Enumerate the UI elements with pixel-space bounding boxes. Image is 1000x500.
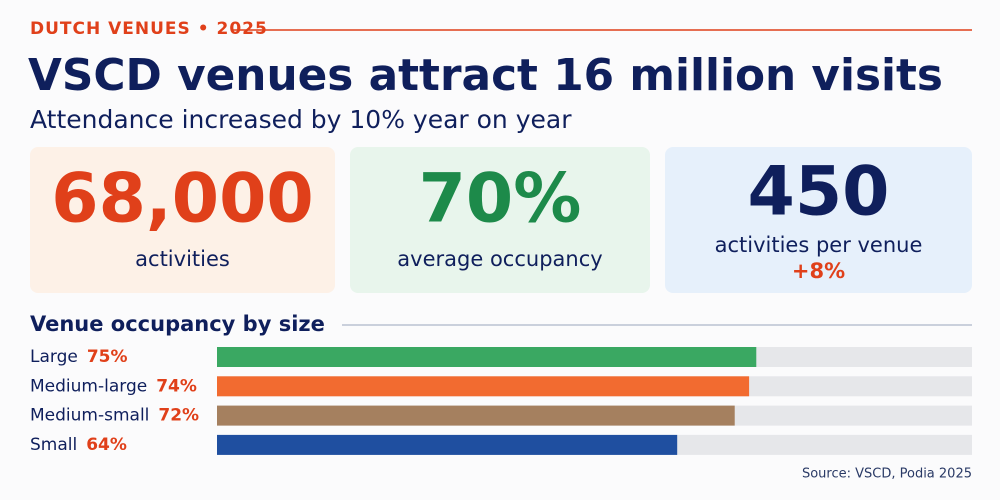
stat-card	[665, 147, 972, 293]
bar-label: Small 64%	[30, 435, 127, 455]
stat-label: activities	[135, 247, 230, 271]
stat-label: activities per venue	[715, 233, 923, 257]
category-label: Small	[30, 435, 77, 455]
stat-value: 68,000	[51, 160, 313, 239]
stat-card	[30, 147, 335, 293]
chart-title: Venue occupancy by size	[30, 312, 325, 336]
category-label: Medium-small	[30, 406, 149, 426]
source: Source: VSCD, Podia 2025	[802, 467, 972, 482]
bar-label: Medium-small 72%	[30, 406, 199, 426]
kicker: DUTCH VENUES • 2025	[30, 19, 268, 39]
bar	[217, 434, 678, 455]
value-label: 75%	[87, 347, 128, 367]
stat-value: 70%	[419, 160, 582, 239]
bar-label: Medium-large 74%	[30, 376, 197, 396]
category-label: Medium-large	[30, 376, 147, 396]
stat-label: average occupancy	[397, 247, 602, 271]
value-label: 72%	[158, 406, 199, 426]
bar	[217, 376, 750, 397]
value-label: 74%	[156, 376, 197, 396]
bar	[217, 405, 735, 426]
bar-label: Large 75%	[30, 347, 128, 367]
category-label: Large	[30, 347, 78, 367]
stat-change: +8%	[792, 259, 845, 283]
bar-chart: Large 75% Medium-large 74% Medium-small 72% Sm…	[30, 347, 972, 455]
title: VSCD venues attract 16 million visits	[28, 50, 943, 101]
bar	[217, 347, 757, 367]
stat-cards: 68,000 activities 70% average occupancy 450a…	[30, 147, 972, 293]
subtitle: Attendance increased by 10% year on year	[30, 105, 572, 134]
stat-value: 450	[748, 153, 890, 232]
value-label: 64%	[86, 435, 127, 455]
stat-card	[350, 147, 650, 293]
